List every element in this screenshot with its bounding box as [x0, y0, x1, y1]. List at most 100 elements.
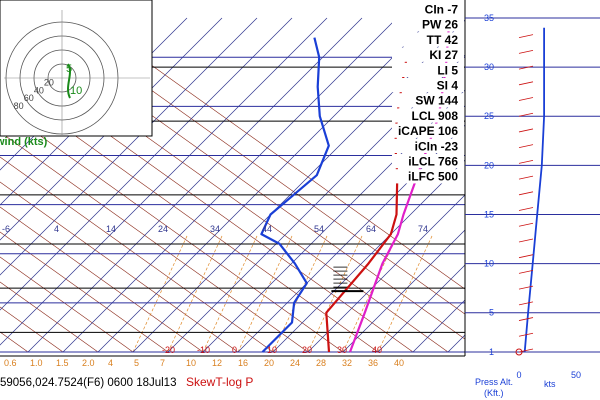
index-lcl: LCL 908	[412, 109, 459, 123]
isotherm-line	[27, 17, 363, 353]
isotherm-line	[0, 17, 223, 241]
wind-barb	[518, 81, 534, 86]
index-box	[392, 78, 464, 93]
index-box	[392, 93, 464, 108]
wind-y-tick: 1	[489, 347, 494, 357]
isotherm-line	[377, 264, 465, 353]
wind-barb	[518, 34, 534, 39]
temperature-axis-labels: -20 -10 0 10 20 30 400.6 1.0 1.5 2.0 4 5 7 10 12 16 20 24…	[4, 345, 404, 368]
lcl-marker	[331, 266, 364, 293]
isotherm-line	[0, 17, 258, 276]
wind-xlabel: kts	[544, 379, 556, 389]
skewt-plot-area	[0, 17, 465, 353]
index-box	[392, 169, 464, 184]
mixing-ratio-tick: 12	[212, 358, 222, 368]
index-box	[392, 154, 464, 169]
index-li: LI 5	[437, 63, 458, 77]
mixing-ratio-line	[167, 233, 224, 353]
dry-adiabat-line	[0, 231, 169, 353]
hodograph-label: 5	[66, 63, 72, 75]
hodograph-ring-label: 60	[24, 93, 34, 103]
mixing-ratio-line	[377, 233, 434, 353]
wind-barb	[518, 285, 534, 290]
mixing-ratio-tick: 7	[160, 358, 165, 368]
index-cin: CIn -7	[425, 3, 459, 17]
temperature-tick: 20	[302, 345, 312, 355]
hodograph-ring-label: 80	[14, 101, 24, 111]
surface-wind-marker	[515, 348, 523, 356]
hodograph-ring-label: 40	[34, 85, 44, 95]
dry-adiabat-tick: 14	[106, 224, 116, 234]
wind-barb	[518, 254, 534, 259]
wind-y-tick: 5	[489, 308, 494, 318]
mixing-ratio-tick: 10	[186, 358, 196, 368]
index-box	[392, 2, 464, 17]
wind-barb	[518, 128, 534, 133]
index-si: SI 4	[437, 79, 459, 93]
index-box	[392, 62, 464, 77]
wind-barb	[518, 301, 534, 306]
wind-y-tick: 10	[484, 259, 494, 269]
index-ki: KI 27	[429, 48, 458, 62]
isotherm-line	[202, 89, 465, 353]
dry-adiabat-tick: 24	[158, 224, 168, 234]
index-box	[392, 138, 464, 153]
wind-barb	[518, 191, 534, 196]
mixing-ratio-tick: 40	[394, 358, 404, 368]
wind-y-tick: 35	[484, 13, 494, 23]
hodograph-ring-label: 20	[44, 78, 54, 88]
temperature-tick: -20	[162, 345, 175, 355]
wind-barb	[518, 112, 534, 117]
index-icape: iCAPE 106	[398, 124, 458, 138]
chart-title: SkewT-log P	[186, 375, 253, 389]
mixing-ratio-tick: 1.0	[30, 358, 43, 368]
dry-adiabat-line	[0, 206, 204, 353]
wind-ylabel-line2: (Kft.)	[484, 388, 504, 398]
wind-barb	[518, 348, 534, 353]
index-sw: SW 144	[415, 94, 458, 108]
wind-barb	[518, 222, 534, 227]
wind-y-tick: 20	[484, 160, 494, 170]
dry-adiabat-tick: 54	[314, 224, 324, 234]
wind-barb	[518, 317, 534, 321]
hodograph-label: 10	[70, 85, 82, 97]
wind-speed-trace	[523, 27, 545, 353]
wind-barb	[518, 49, 534, 54]
dry-adiabat-tick: 44	[262, 224, 272, 234]
index-icin: iCIn -23	[415, 139, 459, 153]
dry-adiabat-line	[0, 256, 134, 353]
index-pw: PW 26	[422, 18, 458, 32]
mixing-ratio-tick: 32	[342, 358, 352, 368]
dry-adiabat-line	[132, 51, 465, 290]
isotherm-line	[97, 17, 433, 353]
wind-x-tick: 0	[516, 370, 521, 380]
dry-adiabat-line	[0, 106, 344, 353]
isotherm-line	[307, 194, 465, 353]
dewpoint-trace	[260, 37, 330, 353]
dry-adiabat-line	[0, 181, 239, 353]
wind-barb	[518, 332, 534, 337]
wind-barb	[518, 207, 534, 211]
index-box	[392, 47, 464, 62]
hodograph-path	[67, 63, 71, 99]
dry-adiabat-tick: -6	[2, 224, 10, 234]
wind-ylabel-line1: Press Alt.	[475, 377, 513, 387]
mixing-ratio-tick: 28	[316, 358, 326, 368]
wind-barb	[518, 175, 534, 180]
temperature-tick: 30	[337, 345, 347, 355]
wind-barb	[518, 238, 534, 243]
dry-adiabat-tick: 74	[418, 224, 428, 234]
wind-y-tick: 30	[484, 62, 494, 72]
dry-adiabat-line	[0, 156, 274, 353]
mixing-ratio-tick: 0.6	[4, 358, 17, 368]
wind-x-tick: 50	[571, 370, 581, 380]
mixing-ratio-tick: 24	[290, 358, 300, 368]
station-footer: 59056,024.7524(F6) 0600 18Jul13	[0, 377, 176, 389]
index-box	[392, 17, 464, 32]
temperature-tick: 0	[232, 345, 237, 355]
temperature-tick: -10	[197, 345, 210, 355]
isotherms	[0, 17, 465, 353]
